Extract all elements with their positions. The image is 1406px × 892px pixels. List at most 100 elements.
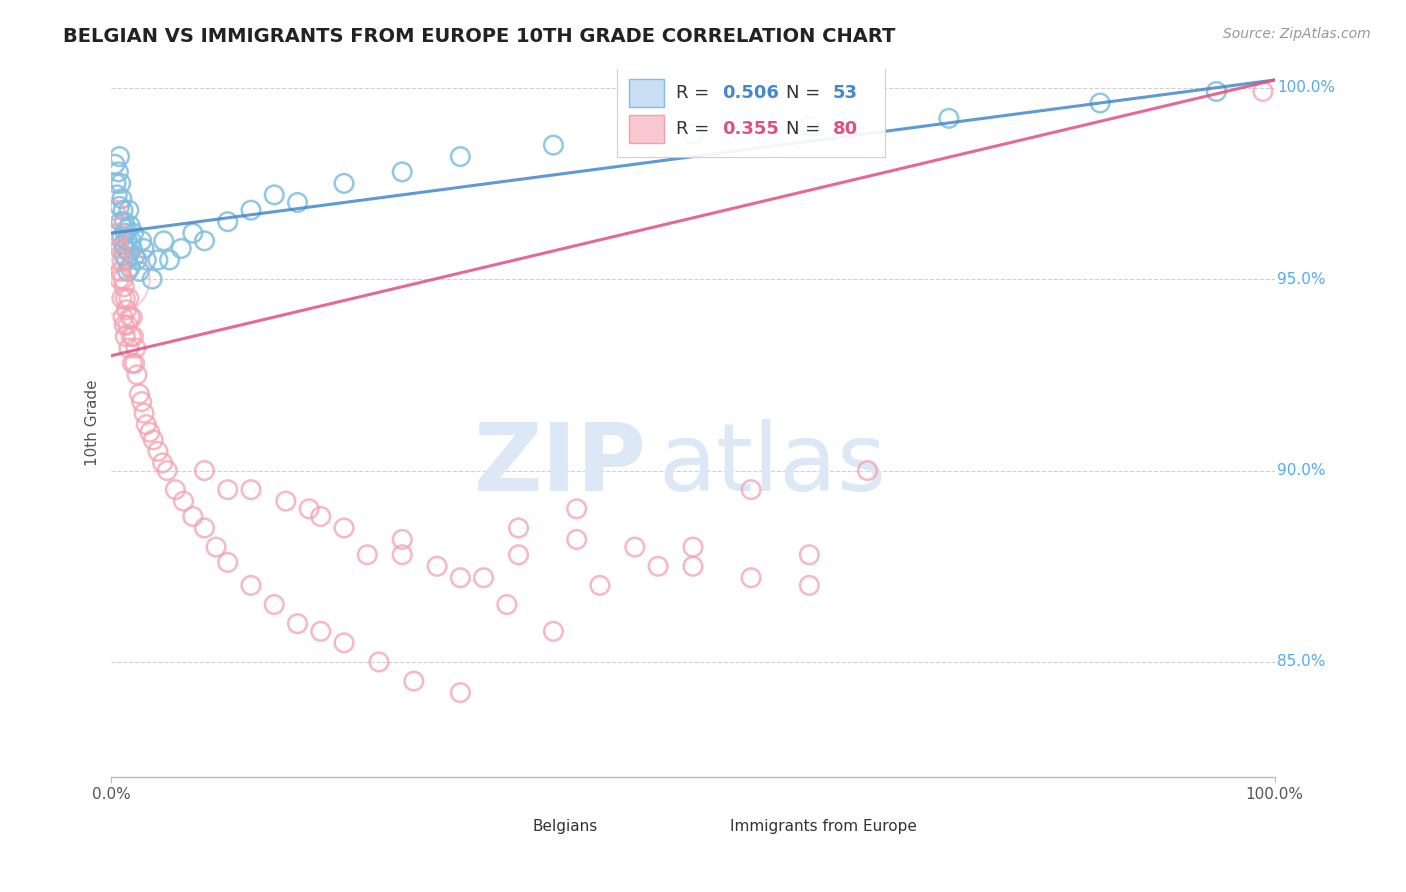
Text: Immigrants from Europe: Immigrants from Europe	[730, 819, 917, 834]
Point	[114, 226, 136, 240]
Point	[449, 150, 471, 164]
Point	[682, 540, 704, 554]
Point	[112, 237, 135, 252]
Point	[112, 215, 135, 229]
Text: 95.0%: 95.0%	[1277, 271, 1326, 286]
Point	[128, 387, 150, 401]
Point	[543, 138, 565, 153]
Text: N =: N =	[786, 120, 827, 137]
Point	[287, 195, 309, 210]
Point	[135, 252, 157, 267]
Text: Belgians: Belgians	[533, 819, 598, 834]
Point	[108, 199, 131, 213]
Point	[240, 578, 263, 592]
Point	[356, 548, 378, 562]
Point	[114, 329, 136, 343]
Point	[799, 119, 821, 133]
Point	[1205, 85, 1227, 99]
Point	[110, 177, 132, 191]
Point	[132, 406, 155, 420]
Point	[112, 310, 135, 325]
Y-axis label: 10th Grade: 10th Grade	[86, 379, 100, 466]
Point	[111, 252, 134, 267]
Point	[240, 203, 263, 218]
Point	[298, 501, 321, 516]
Point	[108, 272, 131, 286]
Point	[118, 310, 141, 325]
Text: R =: R =	[675, 85, 714, 103]
Text: 80: 80	[832, 120, 858, 137]
Point	[240, 483, 263, 497]
Point	[122, 329, 145, 343]
Point	[159, 252, 181, 267]
Text: 0.506: 0.506	[723, 85, 779, 103]
Text: 53: 53	[832, 85, 858, 103]
Text: ZIP: ZIP	[474, 419, 647, 511]
Point	[146, 444, 169, 458]
Point	[111, 192, 134, 206]
Point	[193, 463, 215, 477]
Point	[115, 222, 138, 236]
Point	[193, 521, 215, 535]
Point	[120, 329, 142, 343]
Point	[124, 356, 146, 370]
Point	[105, 187, 128, 202]
Point	[472, 571, 495, 585]
Point	[135, 417, 157, 432]
Point	[122, 226, 145, 240]
Point	[104, 157, 127, 171]
Point	[263, 598, 285, 612]
Point	[170, 242, 193, 256]
Point	[114, 242, 136, 256]
Point	[449, 571, 471, 585]
Point	[121, 356, 143, 370]
Point	[274, 494, 297, 508]
Point	[217, 556, 239, 570]
Point	[107, 165, 129, 179]
Point	[118, 219, 141, 233]
Point	[333, 177, 356, 191]
Point	[117, 264, 139, 278]
Point	[118, 245, 141, 260]
Point	[799, 578, 821, 592]
Point	[449, 685, 471, 699]
Point	[114, 291, 136, 305]
Point	[740, 571, 762, 585]
Point	[115, 302, 138, 317]
Text: atlas: atlas	[658, 419, 886, 511]
Point	[589, 578, 612, 592]
Point	[508, 521, 530, 535]
Point	[799, 548, 821, 562]
Text: 90.0%: 90.0%	[1277, 463, 1326, 478]
Point	[156, 463, 179, 477]
Point	[118, 341, 141, 355]
Point	[131, 234, 153, 248]
Point	[141, 272, 163, 286]
Text: 100.0%: 100.0%	[1277, 80, 1334, 95]
Point	[142, 433, 165, 447]
Point	[111, 291, 134, 305]
Point	[1251, 85, 1274, 99]
Point	[105, 177, 128, 191]
Text: Source: ZipAtlas.com: Source: ZipAtlas.com	[1223, 27, 1371, 41]
Point	[117, 318, 139, 332]
Point	[118, 203, 141, 218]
Point	[543, 624, 565, 639]
Point	[391, 165, 413, 179]
FancyBboxPatch shape	[617, 65, 884, 157]
Point	[333, 521, 356, 535]
Point	[938, 112, 960, 126]
Point	[647, 559, 669, 574]
FancyBboxPatch shape	[628, 114, 664, 143]
Point	[496, 598, 519, 612]
Point	[110, 215, 132, 229]
Point	[402, 674, 425, 689]
Point	[112, 272, 135, 286]
Point	[105, 252, 128, 267]
Point	[287, 616, 309, 631]
Point	[391, 533, 413, 547]
Point	[112, 249, 135, 263]
Point	[112, 318, 135, 332]
Point	[112, 279, 135, 293]
Point	[426, 559, 449, 574]
